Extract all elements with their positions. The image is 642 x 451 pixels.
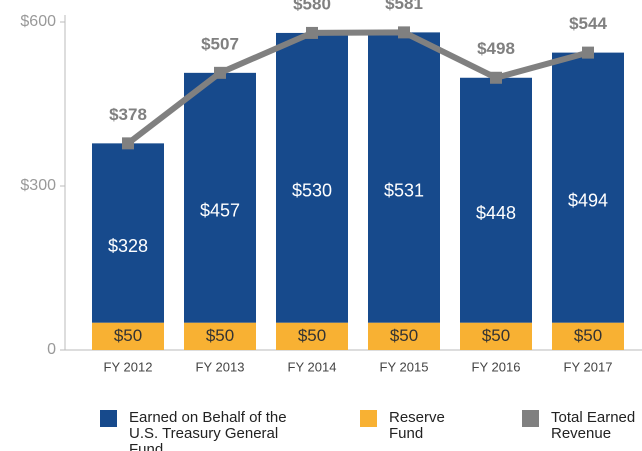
legend-swatch (360, 410, 377, 427)
legend-label: Reserve Fund (389, 409, 445, 442)
legend-label: Total Earned Revenue (551, 409, 636, 442)
data-label: $328 (108, 236, 148, 256)
bar-segment (460, 77, 532, 323)
line-marker (122, 137, 134, 150)
x-tick-label: FY 2015 (380, 359, 429, 374)
data-label: $50 (390, 326, 418, 345)
bar-segment (92, 143, 164, 323)
bar-segment (552, 322, 624, 350)
legend-label: Earned on Behalf of the U.S. Treasury Ge… (129, 409, 287, 451)
bar-segment (552, 52, 624, 323)
data-label: $498 (477, 39, 515, 58)
line-marker (306, 26, 318, 39)
bar-segment (184, 322, 256, 350)
data-label: $457 (200, 201, 240, 221)
data-label: $50 (574, 326, 602, 345)
legend-item: Earned on Behalf of the U.S. Treasury Ge… (100, 410, 310, 451)
data-label: $581 (385, 0, 423, 13)
bar-segment (460, 322, 532, 350)
x-tick-label: FY 2017 (564, 359, 613, 374)
legend-item: Reserve Fund (360, 410, 480, 442)
data-label: $448 (476, 203, 516, 223)
bar-segment (276, 32, 348, 323)
x-tick-label: FY 2014 (288, 359, 337, 374)
line-marker (582, 46, 594, 59)
data-label: $50 (298, 326, 326, 345)
bar-segment (368, 322, 440, 350)
bar-segment (368, 32, 440, 323)
data-label: $530 (292, 181, 332, 201)
data-label: $544 (569, 14, 607, 33)
data-label: $531 (384, 180, 424, 200)
bar-segment (184, 72, 256, 323)
line-marker (214, 66, 226, 79)
x-tick-label: FY 2013 (196, 359, 245, 374)
legend-swatch (100, 410, 117, 427)
y-tick-label: 0 (47, 341, 56, 358)
data-label: $494 (568, 190, 608, 210)
x-tick-label: FY 2016 (472, 359, 521, 374)
legend-item: Total Earned Revenue (522, 410, 642, 442)
bar-segment (92, 322, 164, 350)
data-label: $378 (109, 105, 147, 124)
data-label: $507 (201, 34, 239, 53)
data-label: $50 (114, 326, 142, 345)
bar-segment (276, 322, 348, 350)
legend-swatch (522, 410, 539, 427)
x-tick-label: FY 2012 (104, 359, 153, 374)
y-tick-label: $600 (20, 13, 56, 30)
line-marker (398, 26, 410, 39)
line (126, 29, 589, 146)
data-label: $50 (206, 326, 234, 345)
data-label: $580 (293, 0, 331, 13)
y-tick-label: $300 (20, 177, 56, 194)
data-label: $50 (482, 326, 510, 345)
chart: 0 $300 $600 FY 2012 FY 2013 FY 2014 FY 2015 FY … (20, 0, 642, 374)
line-marker (490, 71, 502, 84)
